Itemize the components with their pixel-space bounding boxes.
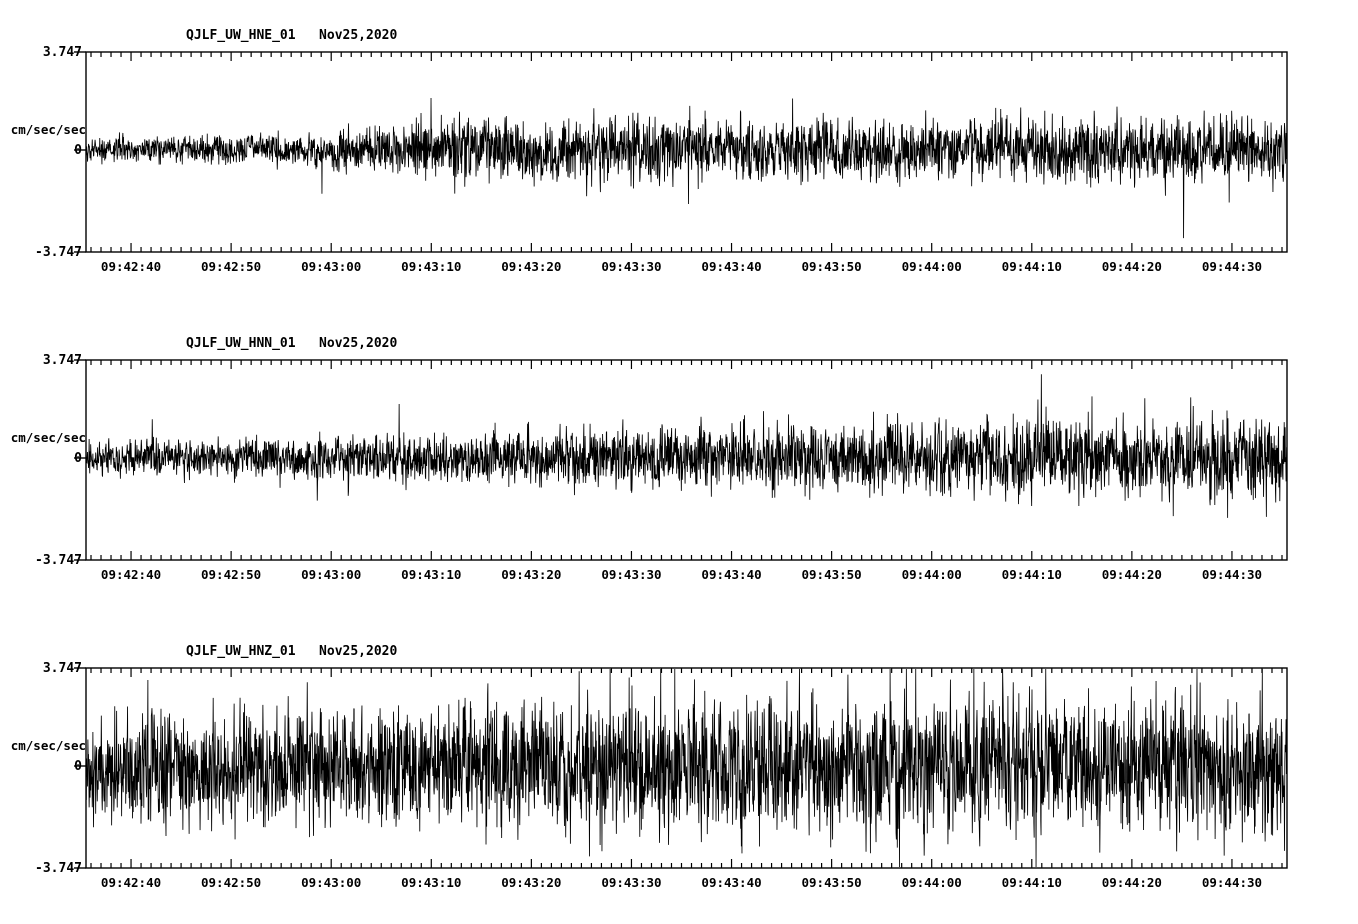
x-tick-label: 09:43:30: [601, 259, 662, 274]
x-tick-label: 09:43:30: [601, 875, 662, 890]
plot-area-hne: [74, 51, 1288, 253]
x-tick-label: 09:43:50: [801, 567, 862, 582]
y-tick-max-hnz: 3.747: [42, 661, 82, 676]
x-tick-label: 09:43:20: [501, 259, 562, 274]
x-tick-label: 09:43:00: [301, 567, 362, 582]
x-tick-label: 09:44:30: [1201, 567, 1263, 582]
x-tick-label: 09:43:50: [801, 259, 862, 274]
y-axis-units-label-hne: cm/sec/sec: [10, 122, 86, 137]
x-tick-label: 09:42:50: [201, 875, 262, 890]
x-tick-label: 09:43:30: [601, 567, 662, 582]
x-tick-label: 09:44:30: [1201, 259, 1263, 274]
x-tick-label: 09:43:40: [701, 259, 762, 274]
x-tick-label: 09:42:50: [201, 567, 262, 582]
x-tick-label: 09:42:40: [100, 259, 162, 274]
x-tick-label: 09:42:40: [100, 875, 162, 890]
x-tick-label: 09:44:10: [1001, 875, 1062, 890]
panel-title-hnz: QJLF_UW_HNZ_01 Nov25,2020: [186, 644, 398, 659]
y-tick-max-hne: 3.747: [42, 45, 82, 60]
y-tick-max-hnn: 3.747: [42, 353, 82, 368]
x-tick-label: 09:43:00: [301, 259, 362, 274]
x-tick-label: 09:43:10: [401, 567, 462, 582]
y-axis-units-label-hnz: cm/sec/sec: [10, 738, 86, 753]
x-tick-label: 09:43:20: [501, 875, 562, 890]
x-tick-label: 09:44:00: [901, 875, 962, 890]
x-tick-label: 09:44:00: [901, 259, 962, 274]
panel-title-hne: QJLF_UW_HNE_01 Nov25,2020: [186, 28, 398, 43]
panel-title-hnn: QJLF_UW_HNN_01 Nov25,2020: [186, 336, 398, 351]
seismogram-panel-hnz: QJLF_UW_HNZ_01 Nov25,2020 cm/sec/sec 3.7…: [0, 616, 1358, 924]
x-tick-label: 09:43:40: [701, 567, 762, 582]
y-tick-min-hne: -3.747: [35, 245, 82, 260]
y-tick-min-hnz: -3.747: [35, 861, 82, 876]
y-axis-units-label-hnn: cm/sec/sec: [10, 430, 86, 445]
x-tick-label: 09:44:10: [1001, 259, 1062, 274]
y-tick-min-hnn: -3.747: [35, 553, 82, 568]
x-tick-label: 09:44:20: [1101, 875, 1162, 890]
x-tick-label: 09:44:20: [1101, 259, 1162, 274]
x-tick-label: 09:42:50: [201, 259, 262, 274]
x-tick-label: 09:43:10: [401, 875, 462, 890]
x-tick-label: 09:44:00: [901, 567, 962, 582]
x-tick-label: 09:43:50: [801, 875, 862, 890]
x-tick-label: 09:43:40: [701, 875, 762, 890]
seismogram-panel-hne: QJLF_UW_HNE_01 Nov25,2020 cm/sec/sec 3.7…: [0, 0, 1358, 300]
plot-area-hnz: [74, 667, 1288, 869]
x-tick-label: 09:44:10: [1001, 567, 1062, 582]
x-tick-label: 09:44:30: [1201, 875, 1263, 890]
x-tick-label: 09:43:10: [401, 259, 462, 274]
x-tick-label: 09:43:00: [301, 875, 362, 890]
x-tick-label: 09:43:20: [501, 567, 562, 582]
plot-area-hnn: [74, 359, 1288, 561]
x-tick-label: 09:42:40: [100, 567, 162, 582]
seismogram-panel-hnn: QJLF_UW_HNN_01 Nov25,2020 cm/sec/sec 3.7…: [0, 308, 1358, 608]
x-tick-label: 09:44:20: [1101, 567, 1162, 582]
